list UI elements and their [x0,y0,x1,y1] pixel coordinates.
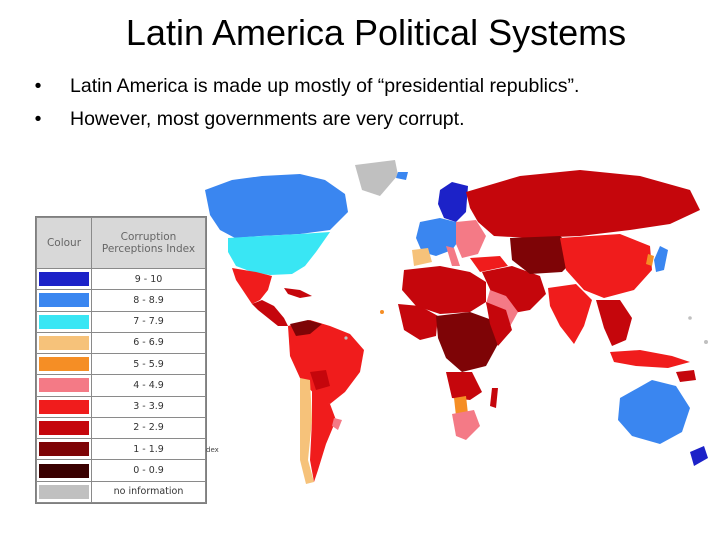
legend-row: 0 - 0.9 [36,459,206,482]
map-caribbean [284,288,312,298]
map-mexico [232,268,272,304]
legend-swatch [39,335,89,350]
map-venezuela [290,320,322,336]
legend-header-index-line1: Corruption [120,231,177,243]
legend-swatch [39,272,89,287]
legend-row: 5 - 5.9 [36,353,206,376]
map-eastern-europe [456,220,486,258]
bullet-item: • Latin America is made up mostly of “pre… [28,70,580,103]
map-southeast-asia [596,300,632,346]
map-bolivia [310,370,330,390]
map-iberia [412,248,432,266]
legend-header-index-line2: Perceptions Index [101,243,196,255]
map-central-america [252,300,288,326]
map-southern-africa-north [446,372,482,400]
legend-swatch [39,293,89,308]
legend-range-label: 4 - 4.9 [91,374,206,397]
map-canada [205,174,348,238]
cpi-legend: Colour Corruption Perceptions Index 9 - … [35,216,207,504]
legend-row: 3 - 3.9 [36,395,206,418]
map-turkey [470,256,508,272]
map-iceland [396,172,408,180]
legend-range-label: 9 - 10 [91,267,206,291]
legend-range-label: 5 - 5.9 [91,353,206,376]
legend-row: 1 - 1.9 [36,438,206,461]
map-island [344,336,348,340]
map-japan [654,246,668,272]
legend-table: Colour Corruption Perceptions Index 9 - … [36,217,206,504]
bullet-text: However, most governments are very corru… [70,108,465,130]
legend-row: 6 - 6.9 [36,331,206,355]
map-central-africa [436,312,498,372]
map-indonesia [610,350,690,368]
legend-swatch [39,314,89,329]
legend-header-colour: Colour [36,217,92,269]
bullet-dot: • [34,75,42,97]
legend-header-row: Colour Corruption Perceptions Index [36,217,206,269]
slide-title: Latin America Political Systems [125,12,627,53]
map-australia [618,380,690,444]
map-south-africa [452,410,480,440]
legend-row: no information [36,480,206,504]
map-island [688,316,692,320]
map-western-europe [416,218,462,256]
map-south-asia [548,284,592,344]
legend-range-label: 1 - 1.9 [91,438,206,461]
map-usa [228,232,330,275]
map-argentina [310,390,336,482]
legend-swatch [39,442,89,457]
bullet-dot: • [34,108,42,130]
legend-swatch [39,484,89,499]
legend-swatch [39,399,89,414]
map-png [676,370,696,382]
legend-row: 4 - 4.9 [36,374,206,397]
map-chile [300,378,314,484]
legend-row: 2 - 2.9 [36,416,206,440]
legend-swatch [39,378,89,393]
map-new-zealand [690,446,708,466]
legend-range-label: 8 - 8.9 [91,289,206,312]
legend-range-label: 0 - 0.9 [91,459,206,482]
map-greenland [355,160,398,196]
legend-range-label: 7 - 7.9 [91,310,206,333]
legend-row: 7 - 7.9 [36,310,206,333]
legend-swatch [39,420,89,435]
bullet-item: • However, most governments are very corr… [28,103,579,136]
map-china [560,234,652,298]
legend-row: 9 - 10 [36,267,206,291]
map-italy [446,246,460,266]
map-uruguay [332,418,342,430]
bullet-text: Latin America is made up mostly of “pres… [70,75,580,97]
map-east-africa [486,302,512,346]
map-korea [646,254,654,266]
map-russia [466,170,700,238]
legend-swatch [39,463,89,478]
legend-row: 8 - 8.9 [36,289,206,312]
map-botswana [454,396,468,416]
legend-range-label: no information [91,480,206,504]
legend-range-label: 6 - 6.9 [91,331,206,355]
map-north-africa [402,266,486,314]
map-island [704,340,708,344]
legend-range-label: 2 - 2.9 [91,416,206,440]
world-corruption-map [0,150,720,540]
map-madagascar [490,388,498,408]
legend-swatch [39,357,89,372]
map-west-africa [398,304,438,340]
cut-off-legend-text: dex [206,446,219,454]
map-scandinavia [438,182,468,222]
bullet-list: • Latin America is made up mostly of “pre… [28,70,580,136]
map-island [380,310,384,314]
legend-range-label: 3 - 3.9 [91,395,206,418]
legend-header-index: Corruption Perceptions Index [91,217,206,269]
